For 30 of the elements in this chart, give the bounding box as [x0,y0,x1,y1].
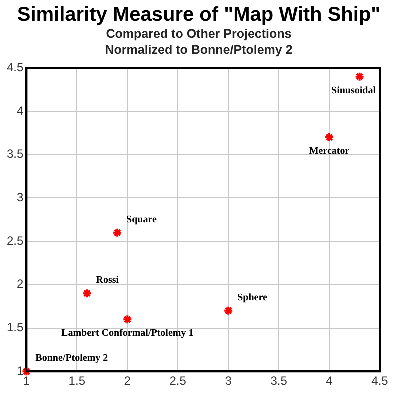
y-tick-label: 1 [16,364,24,378]
y-tick-label: 3 [16,190,24,205]
point [354,72,365,82]
y-tick-label: 4.5 [6,60,24,75]
point [224,306,234,316]
annotation: Sinusoidal [332,85,376,96]
annotation: Square [126,214,158,226]
chart-subtitle: Compared to Other Projections Normalized to Bonne/Ptolemy 2 [104,26,294,58]
x-tick-label: 1.5 [68,374,86,388]
x-tick-label: 2 [124,374,132,388]
x-tick-label: 3.5 [270,374,288,388]
y-tick-label: 1.5 [6,320,24,335]
x-tick-label: 4 [326,374,334,388]
annotation: Rossi [96,275,120,286]
y-tick-label: 2 [16,277,24,292]
y-tick-label: 3.5 [6,147,24,162]
annotation: Mercator [309,146,350,158]
point [122,314,133,325]
x-tick-label: 3 [225,374,232,388]
y-tick-label: 4 [16,104,24,118]
point [82,288,92,299]
annotation: Lambert Conformal/Ptolemy 1 [62,328,194,340]
point [112,228,123,238]
chart-title: Similarity Measure of "Map With Ship" [16,4,382,26]
annotation: Bonne/Ptolemy 2 [36,353,108,364]
x-tick-label: 2.5 [170,374,187,388]
y-tick-label: 2.5 [6,234,24,248]
annotation: Sphere [238,292,268,304]
point [324,132,335,143]
x-tick-label: 4.5 [372,374,389,388]
